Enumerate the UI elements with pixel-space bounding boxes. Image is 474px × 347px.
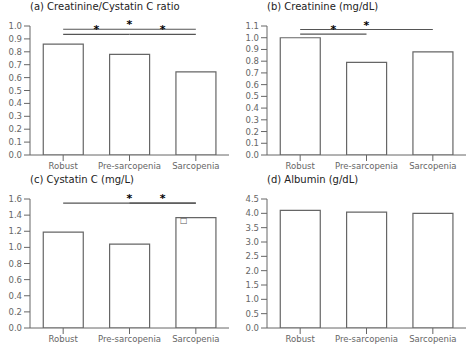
svg-text:0.1: 0.1 — [8, 137, 22, 147]
svg-text:□: □ — [180, 216, 188, 225]
svg-text:*: * — [93, 23, 99, 36]
svg-text:0.5: 0.5 — [245, 309, 259, 319]
svg-text:Pre-sarcopenia: Pre-sarcopenia — [98, 161, 161, 171]
svg-text:1.0: 1.0 — [8, 242, 22, 252]
svg-text:Robust: Robust — [286, 334, 316, 344]
svg-text:0.4: 0.4 — [245, 103, 259, 113]
svg-text:0.8: 0.8 — [8, 259, 22, 269]
svg-text:Sarcopenia: Sarcopenia — [409, 161, 456, 171]
html-text:(d) Albumin (g/dL): (d) Albumin (g/dL) — [267, 174, 359, 185]
svg-text:0.6: 0.6 — [8, 275, 22, 285]
svg-text:1.2: 1.2 — [8, 226, 22, 236]
svg-text:2.5: 2.5 — [245, 251, 259, 261]
svg-text:4.5: 4.5 — [245, 194, 259, 204]
svg-text:0.2: 0.2 — [8, 124, 22, 134]
html-text:(c) Cystatin C (mg/L): (c) Cystatin C (mg/L) — [30, 174, 134, 185]
svg-text:Robust: Robust — [49, 334, 79, 344]
svg-text:1.4: 1.4 — [8, 210, 22, 220]
svg-text:0.5: 0.5 — [8, 86, 22, 96]
svg-text:*: * — [330, 23, 336, 36]
svg-text:Robust: Robust — [49, 161, 79, 171]
svg-text:Robust: Robust — [286, 161, 316, 171]
svg-text:Pre-sarcopenia: Pre-sarcopenia — [335, 161, 398, 171]
svg-text:0.0: 0.0 — [8, 323, 22, 333]
html-text:(a) Creatinine/Cystatin C rati: (a) Creatinine/Cystatin C ratio — [30, 1, 180, 12]
svg-text:*: * — [160, 192, 166, 205]
svg-text:0.4: 0.4 — [8, 291, 22, 301]
svg-text:Sarcopenia: Sarcopenia — [172, 161, 219, 171]
svg-text:1.0: 1.0 — [8, 21, 22, 31]
svg-text:1.5: 1.5 — [245, 280, 259, 290]
svg-text:0.4: 0.4 — [8, 98, 22, 108]
svg-text:0.7: 0.7 — [8, 60, 22, 70]
html-text:(b) Creatinine (mg/dL): (b) Creatinine (mg/dL) — [267, 1, 379, 12]
svg-text:2.0: 2.0 — [245, 266, 259, 276]
svg-text:*: * — [160, 23, 166, 36]
svg-text:Pre-sarcopenia: Pre-sarcopenia — [98, 334, 161, 344]
svg-text:1.0: 1.0 — [245, 33, 259, 43]
svg-text:Pre-sarcopenia: Pre-sarcopenia — [335, 334, 398, 344]
svg-text:0.6: 0.6 — [8, 73, 22, 83]
svg-text:0.9: 0.9 — [8, 34, 22, 44]
svg-text:1.1: 1.1 — [245, 21, 259, 31]
svg-text:4.0: 4.0 — [245, 208, 259, 218]
svg-text:0.7: 0.7 — [245, 68, 259, 78]
svg-text:0.9: 0.9 — [245, 44, 259, 54]
svg-text:1.0: 1.0 — [245, 294, 259, 304]
svg-text:*: * — [127, 18, 133, 31]
svg-text:3.0: 3.0 — [245, 237, 259, 247]
svg-text:1.6: 1.6 — [8, 194, 22, 204]
svg-text:0.8: 0.8 — [8, 47, 22, 57]
svg-text:0.2: 0.2 — [245, 127, 259, 137]
svg-text:Sarcopenia: Sarcopenia — [409, 334, 456, 344]
svg-text:Sarcopenia: Sarcopenia — [172, 334, 219, 344]
svg-text:0.0: 0.0 — [8, 150, 22, 160]
svg-text:*: * — [127, 192, 133, 205]
svg-text:0.2: 0.2 — [8, 307, 22, 317]
svg-text:0.8: 0.8 — [245, 56, 259, 66]
svg-text:0.1: 0.1 — [245, 138, 259, 148]
svg-text:0.3: 0.3 — [245, 115, 259, 125]
svg-text:0.6: 0.6 — [245, 80, 259, 90]
svg-text:0.0: 0.0 — [245, 150, 259, 160]
svg-text:*: * — [364, 19, 370, 32]
svg-text:0.5: 0.5 — [245, 91, 259, 101]
svg-text:3.5: 3.5 — [245, 223, 259, 233]
svg-text:0.0: 0.0 — [245, 323, 259, 333]
svg-text:0.3: 0.3 — [8, 111, 22, 121]
